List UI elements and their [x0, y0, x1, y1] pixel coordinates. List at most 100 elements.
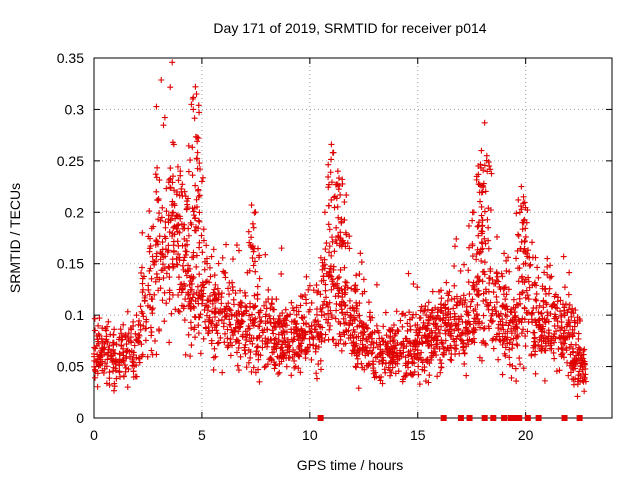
- data-point: [293, 328, 300, 335]
- data-point: [169, 179, 176, 186]
- data-point: [337, 266, 344, 273]
- data-point: [91, 315, 98, 322]
- data-point: [577, 317, 584, 324]
- data-point: [478, 147, 485, 154]
- data-point: [208, 253, 215, 260]
- data-point: [346, 245, 353, 252]
- data-point: [373, 322, 380, 329]
- data-point: [181, 317, 188, 324]
- data-point: [174, 261, 181, 268]
- data-point: [351, 316, 358, 323]
- data-point: [169, 59, 176, 66]
- data-point: [469, 329, 476, 336]
- data-point: [520, 193, 527, 200]
- data-point: [425, 342, 432, 349]
- data-point: [178, 185, 185, 192]
- data-point: [328, 196, 335, 203]
- data-point: [190, 208, 197, 215]
- data-point: [515, 231, 522, 238]
- zero-data-point: [561, 415, 568, 421]
- data-point: [397, 317, 404, 324]
- data-point: [214, 330, 221, 337]
- data-point: [276, 319, 283, 326]
- data-point: [196, 109, 203, 116]
- data-point: [195, 322, 202, 329]
- data-point: [306, 323, 313, 330]
- data-point: [328, 156, 335, 163]
- data-point: [440, 315, 447, 322]
- data-point: [443, 279, 450, 286]
- data-point: [213, 327, 220, 334]
- data-point: [548, 345, 555, 352]
- data-point: [525, 247, 532, 254]
- data-point: [241, 347, 248, 354]
- data-point: [475, 291, 482, 298]
- data-point: [561, 312, 568, 319]
- data-point: [550, 349, 557, 356]
- data-point: [95, 362, 102, 369]
- data-point: [185, 168, 192, 175]
- data-point: [165, 247, 172, 254]
- data-point: [451, 316, 458, 323]
- data-point: [139, 280, 146, 287]
- data-point: [197, 350, 204, 357]
- data-point: [572, 361, 579, 368]
- data-point: [490, 289, 497, 296]
- data-point: [117, 373, 124, 380]
- data-point: [319, 335, 326, 342]
- data-point: [236, 324, 243, 331]
- data-point: [280, 317, 287, 324]
- data-point: [342, 340, 349, 347]
- data-point: [214, 285, 221, 292]
- data-point: [195, 330, 202, 337]
- data-point: [385, 351, 392, 358]
- data-point: [525, 296, 532, 303]
- data-point: [130, 359, 137, 366]
- data-point: [457, 295, 464, 302]
- data-point: [248, 243, 255, 250]
- data-point: [492, 280, 499, 287]
- data-point: [342, 289, 349, 296]
- data-point: [154, 274, 161, 281]
- data-point: [412, 311, 419, 318]
- data-point: [212, 281, 219, 288]
- data-point: [192, 83, 199, 90]
- data-point: [146, 248, 153, 255]
- data-point: [334, 275, 341, 282]
- zero-data-point: [501, 415, 508, 421]
- data-point: [421, 364, 428, 371]
- data-point: [218, 294, 225, 301]
- data-point: [574, 348, 581, 355]
- data-point: [533, 290, 540, 297]
- data-point: [203, 255, 210, 262]
- data-point: [304, 344, 311, 351]
- data-point: [480, 325, 487, 332]
- data-point: [333, 224, 340, 231]
- data-point: [153, 188, 160, 195]
- data-point: [453, 301, 460, 308]
- data-point: [299, 335, 306, 342]
- data-point: [276, 369, 283, 376]
- data-point: [254, 291, 261, 298]
- data-point: [291, 364, 298, 371]
- data-point: [125, 330, 132, 337]
- data-point: [531, 329, 538, 336]
- data-point: [503, 291, 510, 298]
- x-tick-label: 10: [302, 427, 318, 443]
- data-point: [478, 258, 485, 265]
- data-point: [293, 311, 300, 318]
- data-point: [96, 352, 103, 359]
- data-point: [313, 311, 320, 318]
- data-point: [303, 296, 310, 303]
- data-point: [196, 239, 203, 246]
- data-point: [270, 330, 277, 337]
- data-point: [460, 292, 467, 299]
- data-point: [540, 297, 547, 304]
- data-point: [548, 340, 555, 347]
- data-point: [461, 350, 468, 357]
- data-point: [518, 275, 525, 282]
- data-point: [273, 343, 280, 350]
- data-point: [471, 339, 478, 346]
- data-point: [455, 327, 462, 334]
- data-point: [323, 316, 330, 323]
